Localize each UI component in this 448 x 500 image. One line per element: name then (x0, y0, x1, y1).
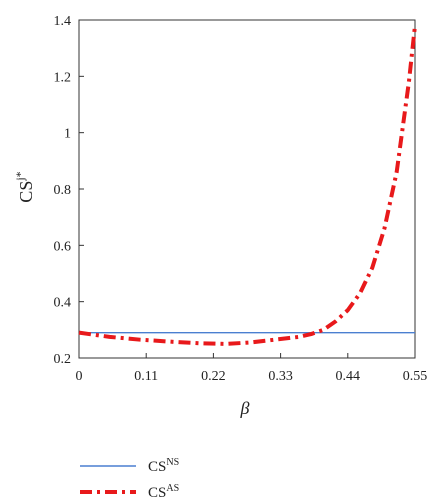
x-axis-ticks: 0 0.11 0.22 0.33 0.44 0.55 (76, 353, 428, 384)
x-tick-label: 0 (76, 369, 83, 384)
legend-label-cs-ns: CSNS (148, 457, 179, 475)
y-tick-label: 1 (64, 127, 71, 142)
x-axis-label: β (240, 398, 250, 418)
y-tick-label: 0.2 (54, 352, 72, 367)
y-tick-label: 1.2 (54, 70, 72, 85)
y-axis-label-base: CS (16, 181, 36, 203)
axes (78, 19, 416, 359)
legend: CSNS CSAS (80, 457, 179, 500)
x-tick-label: 0.55 (403, 369, 428, 384)
y-tick-label: 1.4 (54, 14, 72, 29)
x-tick-label: 0.11 (134, 369, 158, 384)
y-axis-ticks: 0.2 0.4 0.6 0.8 1 1.2 1.4 (54, 14, 84, 367)
x-tick-label: 0.22 (201, 369, 226, 384)
y-tick-label: 0.4 (54, 296, 72, 311)
y-tick-label: 0.6 (54, 239, 72, 254)
plot-frame (78, 19, 416, 359)
x-tick-label: 0.44 (336, 369, 361, 384)
y-tick-label: 0.8 (54, 183, 72, 198)
series-line-cs-as (78, 25, 417, 346)
y-axis-label-sup: j* (13, 171, 27, 181)
y-axis-label: CSj* (13, 171, 36, 202)
legend-label-cs-as: CSAS (148, 483, 179, 500)
series-layer (78, 25, 417, 346)
x-tick-label: 0.33 (268, 369, 293, 384)
